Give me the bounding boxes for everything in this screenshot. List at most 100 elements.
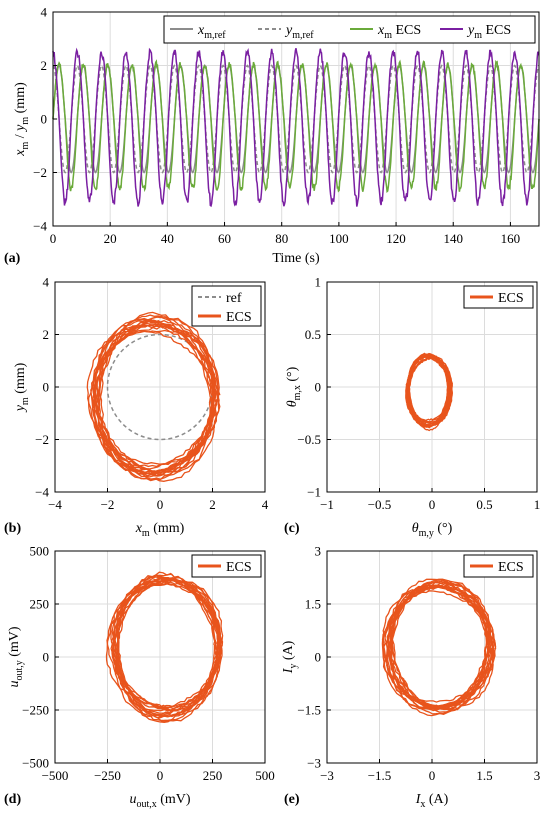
series-b-loop bbox=[97, 330, 215, 470]
x-tick-label: 0 bbox=[157, 768, 164, 783]
panel-a-legend: xm,ref ym,ref xm ECS ym ECS bbox=[163, 15, 536, 44]
x-tick-label: 140 bbox=[443, 231, 463, 246]
x-tick-label: −500 bbox=[42, 768, 69, 783]
y-tick-label: −0.5 bbox=[297, 432, 321, 447]
panel-c-legend: ECS bbox=[463, 285, 534, 309]
x-tick-label: 100 bbox=[329, 231, 349, 246]
series-e-loop bbox=[389, 586, 489, 708]
x-tick-label: 1 bbox=[534, 497, 541, 512]
x-tick-label: −1.5 bbox=[368, 768, 392, 783]
panel-e-legend: ECS bbox=[463, 554, 534, 578]
series-d-loop bbox=[112, 579, 220, 722]
y-tick-label: 3 bbox=[315, 544, 322, 559]
y-tick-label: −2 bbox=[35, 432, 49, 447]
x-tick-label: −1 bbox=[320, 497, 334, 512]
panel-a-xlabel: Time (s) bbox=[272, 251, 320, 266]
panel-b-legend: ref ECS bbox=[191, 285, 262, 327]
legend-a-xecs: xm ECS bbox=[377, 23, 421, 41]
legend-a-yecs: ym ECS bbox=[466, 23, 511, 41]
panel-d-series bbox=[105, 571, 224, 724]
y-tick-label: 0 bbox=[315, 380, 322, 395]
panel-c-ylabel: θm,x (°) bbox=[285, 366, 303, 407]
x-tick-label: −2 bbox=[101, 497, 115, 512]
panel-a-time-series: 0 20 40 60 80 100 120 140 160 −4 −2 0 2 4 xm,ref ym,r… bbox=[4, 5, 540, 266]
panel-a-label: (a) bbox=[4, 251, 21, 266]
panel-e-ticks: −3 −1.5 0 1.5 3 −3 −1.5 0 1.5 3 bbox=[297, 544, 540, 784]
x-tick-label: 40 bbox=[161, 231, 174, 246]
panel-b-ylabel: ym (mm) bbox=[13, 362, 31, 413]
series-e-loop bbox=[391, 585, 497, 710]
panel-b-xy-trajectory: −4 −2 0 2 4 −4 −2 0 2 4 ref ECS xm (mm) ym (mm) (… bbox=[4, 275, 269, 540]
panel-d-label: (d) bbox=[4, 792, 21, 807]
y-tick-label: 0.5 bbox=[305, 327, 321, 342]
series-b-loop bbox=[92, 324, 216, 477]
series-d-loop bbox=[114, 575, 222, 716]
panel-e-xlabel: Ix (A) bbox=[415, 792, 449, 810]
series-e-loop bbox=[388, 581, 492, 703]
legend-c-ecs: ECS bbox=[498, 291, 524, 306]
y-tick-label: 250 bbox=[30, 597, 50, 612]
y-tick-label: −1 bbox=[307, 485, 321, 500]
x-tick-label: 120 bbox=[386, 231, 406, 246]
x-tick-label: 0 bbox=[429, 768, 436, 783]
y-tick-label: −250 bbox=[22, 703, 49, 718]
x-tick-label: 20 bbox=[104, 231, 117, 246]
x-tick-label: −3 bbox=[320, 768, 334, 783]
series-e-loop bbox=[385, 579, 494, 710]
series-b-loop bbox=[98, 320, 220, 468]
x-tick-label: 2 bbox=[209, 497, 216, 512]
y-tick-label: −2 bbox=[33, 165, 47, 180]
series-a-3 bbox=[52, 59, 540, 193]
x-tick-label: 0 bbox=[50, 231, 57, 246]
y-tick-label: −4 bbox=[33, 219, 47, 234]
panel-e-current-trajectory: −3 −1.5 0 1.5 3 −3 −1.5 0 1.5 3 ECS Ix (A) Iy (A)… bbox=[281, 544, 540, 811]
panel-d-voltage-trajectory: −500 −250 0 250 500 −500 −250 0 250 500 ECS uout,… bbox=[4, 544, 275, 811]
panel-c-grid bbox=[326, 281, 538, 493]
y-tick-label: 2 bbox=[43, 327, 50, 342]
x-tick-label: −4 bbox=[48, 497, 62, 512]
legend-e-ecs: ECS bbox=[498, 560, 524, 575]
panel-d-xlabel: uout,x (mV) bbox=[129, 792, 190, 810]
x-tick-label: 1.5 bbox=[476, 768, 492, 783]
y-tick-label: −3 bbox=[307, 756, 321, 771]
panel-c-label: (c) bbox=[284, 521, 300, 536]
y-tick-label: 500 bbox=[30, 544, 50, 559]
panel-a-ticks: 0 20 40 60 80 100 120 140 160 −4 −2 0 2 4 bbox=[33, 5, 520, 247]
panel-c-series bbox=[405, 352, 453, 432]
series-e-loop bbox=[387, 582, 491, 711]
panel-c-ticks: −1 −0.5 0 0.5 1 −1 −0.5 0 0.5 1 bbox=[297, 275, 540, 513]
legend-a-yref: ym,ref bbox=[284, 23, 314, 41]
y-tick-label: 4 bbox=[43, 275, 50, 290]
y-tick-label: 4 bbox=[41, 5, 48, 20]
legend-b-ref: ref bbox=[226, 291, 242, 306]
x-tick-label: −0.5 bbox=[368, 497, 392, 512]
legend-b-ecs: ECS bbox=[226, 310, 252, 325]
legend-a-xref: xm,ref bbox=[197, 23, 226, 41]
series-a-4 bbox=[52, 47, 540, 208]
y-tick-label: 0 bbox=[43, 380, 50, 395]
panel-d-ylabel: uout,y (mV) bbox=[7, 626, 25, 687]
series-d-loop bbox=[116, 571, 223, 718]
x-tick-label: 0 bbox=[429, 497, 436, 512]
panel-c-angle-trajectory: −1 −0.5 0 0.5 1 −1 −0.5 0 0.5 1 ECS θm,y (°) θm,x… bbox=[284, 275, 540, 540]
x-tick-label: −250 bbox=[94, 768, 121, 783]
panel-e-label: (e) bbox=[284, 792, 300, 807]
panel-a-ylabel: xm / ym (mm) bbox=[13, 82, 31, 157]
y-tick-label: −1.5 bbox=[297, 703, 321, 718]
y-tick-label: 0 bbox=[315, 650, 322, 665]
y-tick-label: −500 bbox=[22, 756, 49, 771]
panel-d-ticks: −500 −250 0 250 500 −500 −250 0 250 500 bbox=[22, 544, 275, 784]
y-tick-label: 0 bbox=[41, 112, 48, 127]
x-tick-label: 4 bbox=[262, 497, 269, 512]
y-tick-label: 0 bbox=[43, 650, 50, 665]
x-tick-label: 500 bbox=[255, 768, 275, 783]
panel-b-xlabel: xm (mm) bbox=[135, 521, 185, 539]
panel-b-series bbox=[86, 311, 221, 482]
series-c-loop bbox=[405, 355, 452, 424]
x-tick-label: 60 bbox=[218, 231, 231, 246]
x-tick-label: 80 bbox=[275, 231, 288, 246]
panel-b-ticks: −4 −2 0 2 4 −4 −2 0 2 4 bbox=[35, 275, 269, 513]
series-c-loop bbox=[407, 355, 452, 428]
series-b-loop bbox=[90, 320, 215, 482]
